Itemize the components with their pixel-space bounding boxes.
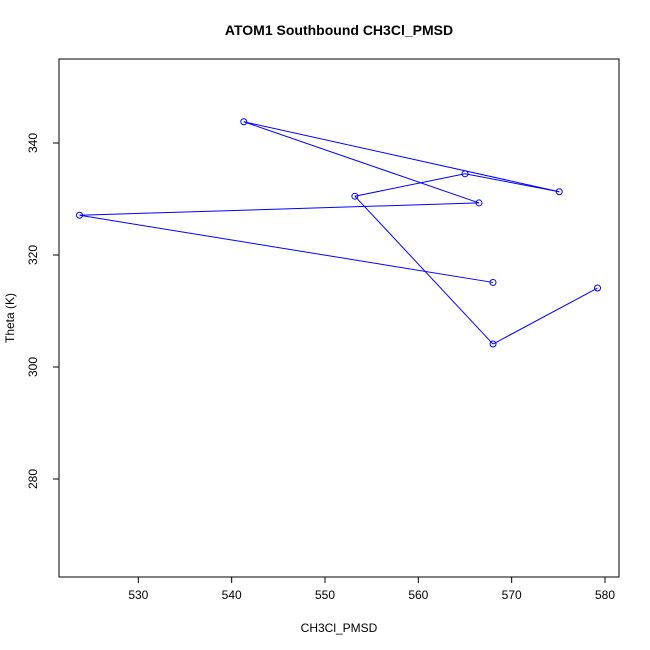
data-point	[594, 284, 602, 292]
series-points	[76, 118, 602, 348]
x-axis: 530 540 550 560 570 580	[128, 577, 615, 602]
x-tick-label: 560	[408, 588, 428, 602]
y-axis: 280 300 320 340	[26, 133, 59, 489]
series-segment	[243, 121, 560, 193]
y-tick-label: 280	[26, 469, 40, 489]
series-segment	[79, 214, 494, 283]
series-segment	[79, 202, 480, 216]
y-tick-label: 320	[26, 245, 40, 265]
data-point	[351, 192, 359, 200]
data-point	[240, 118, 248, 126]
data-point	[461, 170, 469, 178]
series-segment	[354, 195, 494, 345]
data-point	[76, 211, 84, 219]
series-lines	[79, 121, 598, 345]
data-point	[555, 188, 563, 196]
x-tick-label: 550	[315, 588, 335, 602]
series-segment	[243, 121, 480, 204]
x-tick-label: 540	[222, 588, 242, 602]
x-axis-label: CH3Cl_PMSD	[301, 621, 378, 635]
series-segment	[354, 173, 466, 197]
y-tick-label: 340	[26, 133, 40, 153]
x-tick-label: 530	[128, 588, 148, 602]
y-tick-label: 300	[26, 357, 40, 377]
x-tick-label: 580	[595, 588, 615, 602]
data-point	[489, 278, 497, 286]
series-segment	[492, 287, 598, 345]
y-axis-label: Theta (K)	[3, 293, 17, 343]
plot-frame	[58, 58, 620, 578]
x-tick-label: 570	[502, 588, 522, 602]
data-point	[489, 340, 497, 348]
data-point	[475, 199, 483, 207]
chart-title: ATOM1 Southbound CH3Cl_PMSD	[225, 22, 453, 38]
